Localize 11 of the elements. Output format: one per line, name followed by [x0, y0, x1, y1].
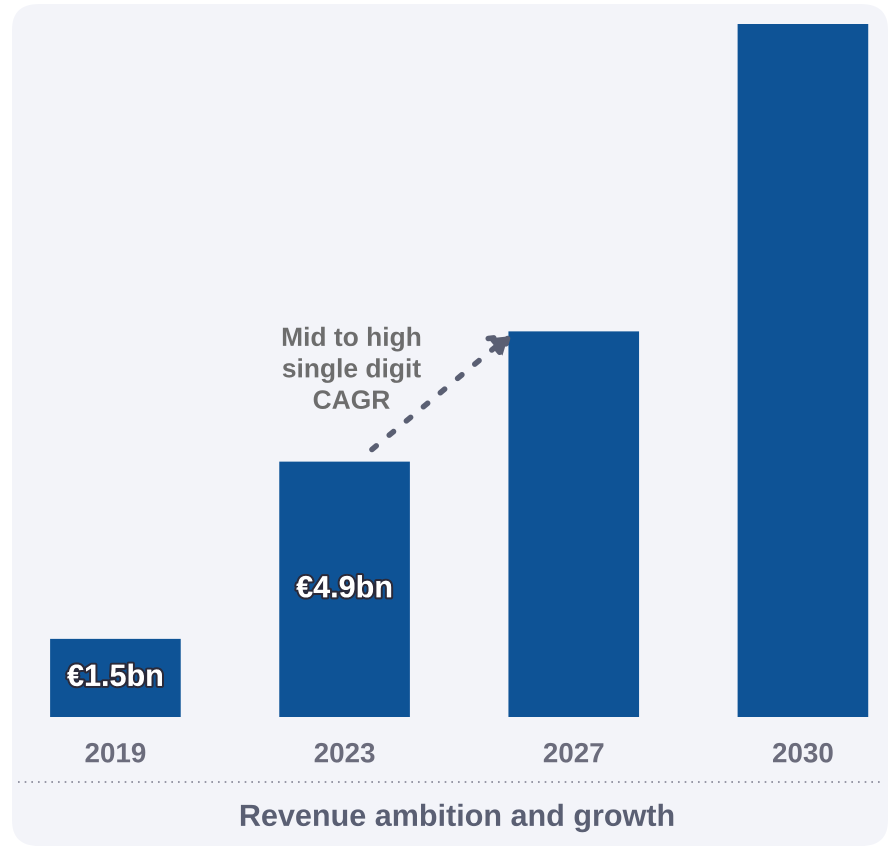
bar — [508, 331, 640, 717]
bar — [738, 24, 868, 717]
x-tick-label: 2019 — [85, 742, 146, 763]
data-label: €4.9bn — [296, 575, 392, 598]
x-tick-label: 2027 — [544, 742, 604, 763]
x-tick-label: 2030 — [772, 742, 833, 763]
data-label: €1.5bn — [67, 664, 162, 686]
annotation: Mid to high single digit CAGR — [282, 326, 421, 409]
x-tick-label: 2023 — [314, 742, 374, 763]
bar — [279, 462, 410, 717]
text: Revenue ambition and growth — [240, 804, 674, 832]
